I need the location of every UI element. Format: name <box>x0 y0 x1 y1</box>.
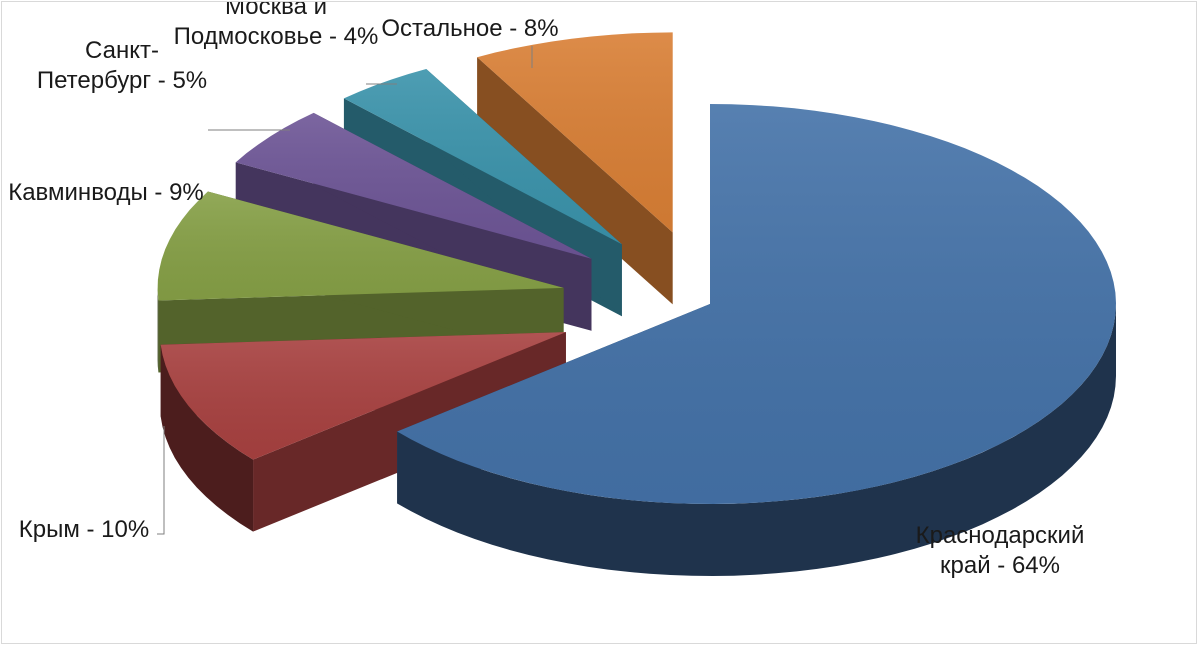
pie-slice-крым <box>160 332 566 532</box>
data-label-крым: Крым - 10% <box>19 516 149 543</box>
data-label-краснодарский-край: Краснодарский край - 64% <box>916 522 1085 579</box>
pie-slice-краснодарский-край <box>397 104 1116 576</box>
pie-slice-остальное <box>477 32 673 305</box>
data-label-москва-и-подмосковье: Москва и Подмосковье - 4% <box>174 2 379 50</box>
data-label-санкт-петербург: Санкт-Петербург - 5% <box>37 37 207 94</box>
data-label-кавминводы: Кавминводы - 9% <box>8 179 204 206</box>
leader-line-крым <box>157 426 165 535</box>
data-label-остальное: Остальное - 8% <box>381 15 558 42</box>
